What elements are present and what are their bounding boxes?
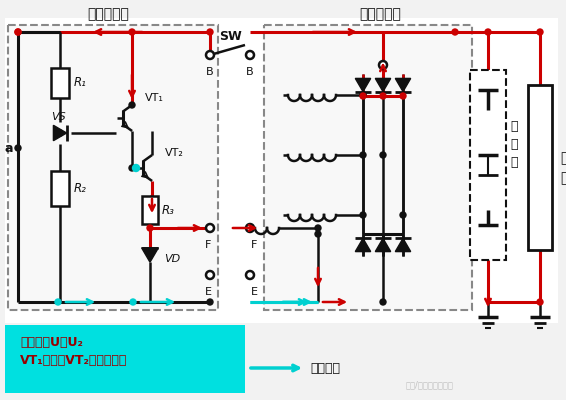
Text: 零号/水寿丹青世界帆: 零号/水寿丹青世界帆 xyxy=(406,380,454,390)
Circle shape xyxy=(360,212,366,218)
Bar xyxy=(8,25,218,310)
Text: E: E xyxy=(204,287,212,297)
Circle shape xyxy=(207,29,213,35)
Circle shape xyxy=(147,225,153,231)
Circle shape xyxy=(400,93,406,99)
Circle shape xyxy=(129,102,135,108)
Circle shape xyxy=(132,164,139,172)
Circle shape xyxy=(246,271,254,279)
Circle shape xyxy=(15,29,21,35)
Circle shape xyxy=(15,29,21,35)
Circle shape xyxy=(360,92,366,98)
Text: 交流发电机: 交流发电机 xyxy=(359,7,401,21)
Circle shape xyxy=(129,29,135,35)
Bar xyxy=(528,85,552,250)
Circle shape xyxy=(246,51,254,59)
Circle shape xyxy=(129,165,135,171)
Polygon shape xyxy=(53,125,67,141)
Text: 刚起动或U＜U₂: 刚起动或U＜U₂ xyxy=(20,336,83,348)
Bar xyxy=(264,25,472,310)
Text: 电子调节器: 电子调节器 xyxy=(87,7,129,21)
Circle shape xyxy=(57,130,63,136)
Circle shape xyxy=(246,224,254,232)
Bar xyxy=(5,18,558,323)
Bar xyxy=(51,68,69,98)
Text: a: a xyxy=(5,142,13,154)
Circle shape xyxy=(315,225,321,231)
Circle shape xyxy=(360,152,366,158)
Bar xyxy=(142,196,158,224)
Text: 负
载: 负 载 xyxy=(560,151,566,185)
Text: VT₁截止，VT₂导通；他助: VT₁截止，VT₂导通；他助 xyxy=(20,354,127,366)
Text: B: B xyxy=(206,67,214,77)
Polygon shape xyxy=(395,238,411,252)
Text: VD: VD xyxy=(164,254,180,264)
Text: F: F xyxy=(205,240,211,250)
Circle shape xyxy=(380,299,386,305)
Circle shape xyxy=(315,231,321,237)
Circle shape xyxy=(537,29,543,35)
Polygon shape xyxy=(142,248,158,262)
Text: VS: VS xyxy=(50,112,66,122)
Circle shape xyxy=(537,299,543,305)
Circle shape xyxy=(360,93,366,99)
Text: R₁: R₁ xyxy=(74,76,87,90)
Circle shape xyxy=(379,61,387,69)
Text: B: B xyxy=(246,67,254,77)
Text: 蓄
电
池: 蓄 电 池 xyxy=(510,120,517,170)
Circle shape xyxy=(15,145,21,151)
Polygon shape xyxy=(355,78,371,92)
Text: R₃: R₃ xyxy=(162,204,175,216)
Circle shape xyxy=(380,93,386,99)
Polygon shape xyxy=(395,78,411,92)
Text: VT₂: VT₂ xyxy=(165,148,184,158)
Circle shape xyxy=(206,51,214,59)
Text: VT₁: VT₁ xyxy=(145,93,164,103)
Text: F: F xyxy=(251,240,257,250)
Circle shape xyxy=(206,271,214,279)
Polygon shape xyxy=(375,238,391,252)
Bar xyxy=(470,70,506,260)
Circle shape xyxy=(452,29,458,35)
Circle shape xyxy=(380,152,386,158)
Circle shape xyxy=(207,299,213,305)
Circle shape xyxy=(206,224,214,232)
Bar xyxy=(51,170,69,206)
Circle shape xyxy=(485,29,491,35)
Polygon shape xyxy=(375,78,391,92)
Bar xyxy=(5,325,245,393)
Text: SW: SW xyxy=(218,30,241,44)
Circle shape xyxy=(400,212,406,218)
Circle shape xyxy=(360,92,366,98)
Polygon shape xyxy=(355,238,371,252)
Circle shape xyxy=(55,299,61,305)
Circle shape xyxy=(130,299,136,305)
Text: 偏置电流: 偏置电流 xyxy=(310,362,340,374)
Text: R₂: R₂ xyxy=(74,182,87,194)
Text: E: E xyxy=(251,287,258,297)
